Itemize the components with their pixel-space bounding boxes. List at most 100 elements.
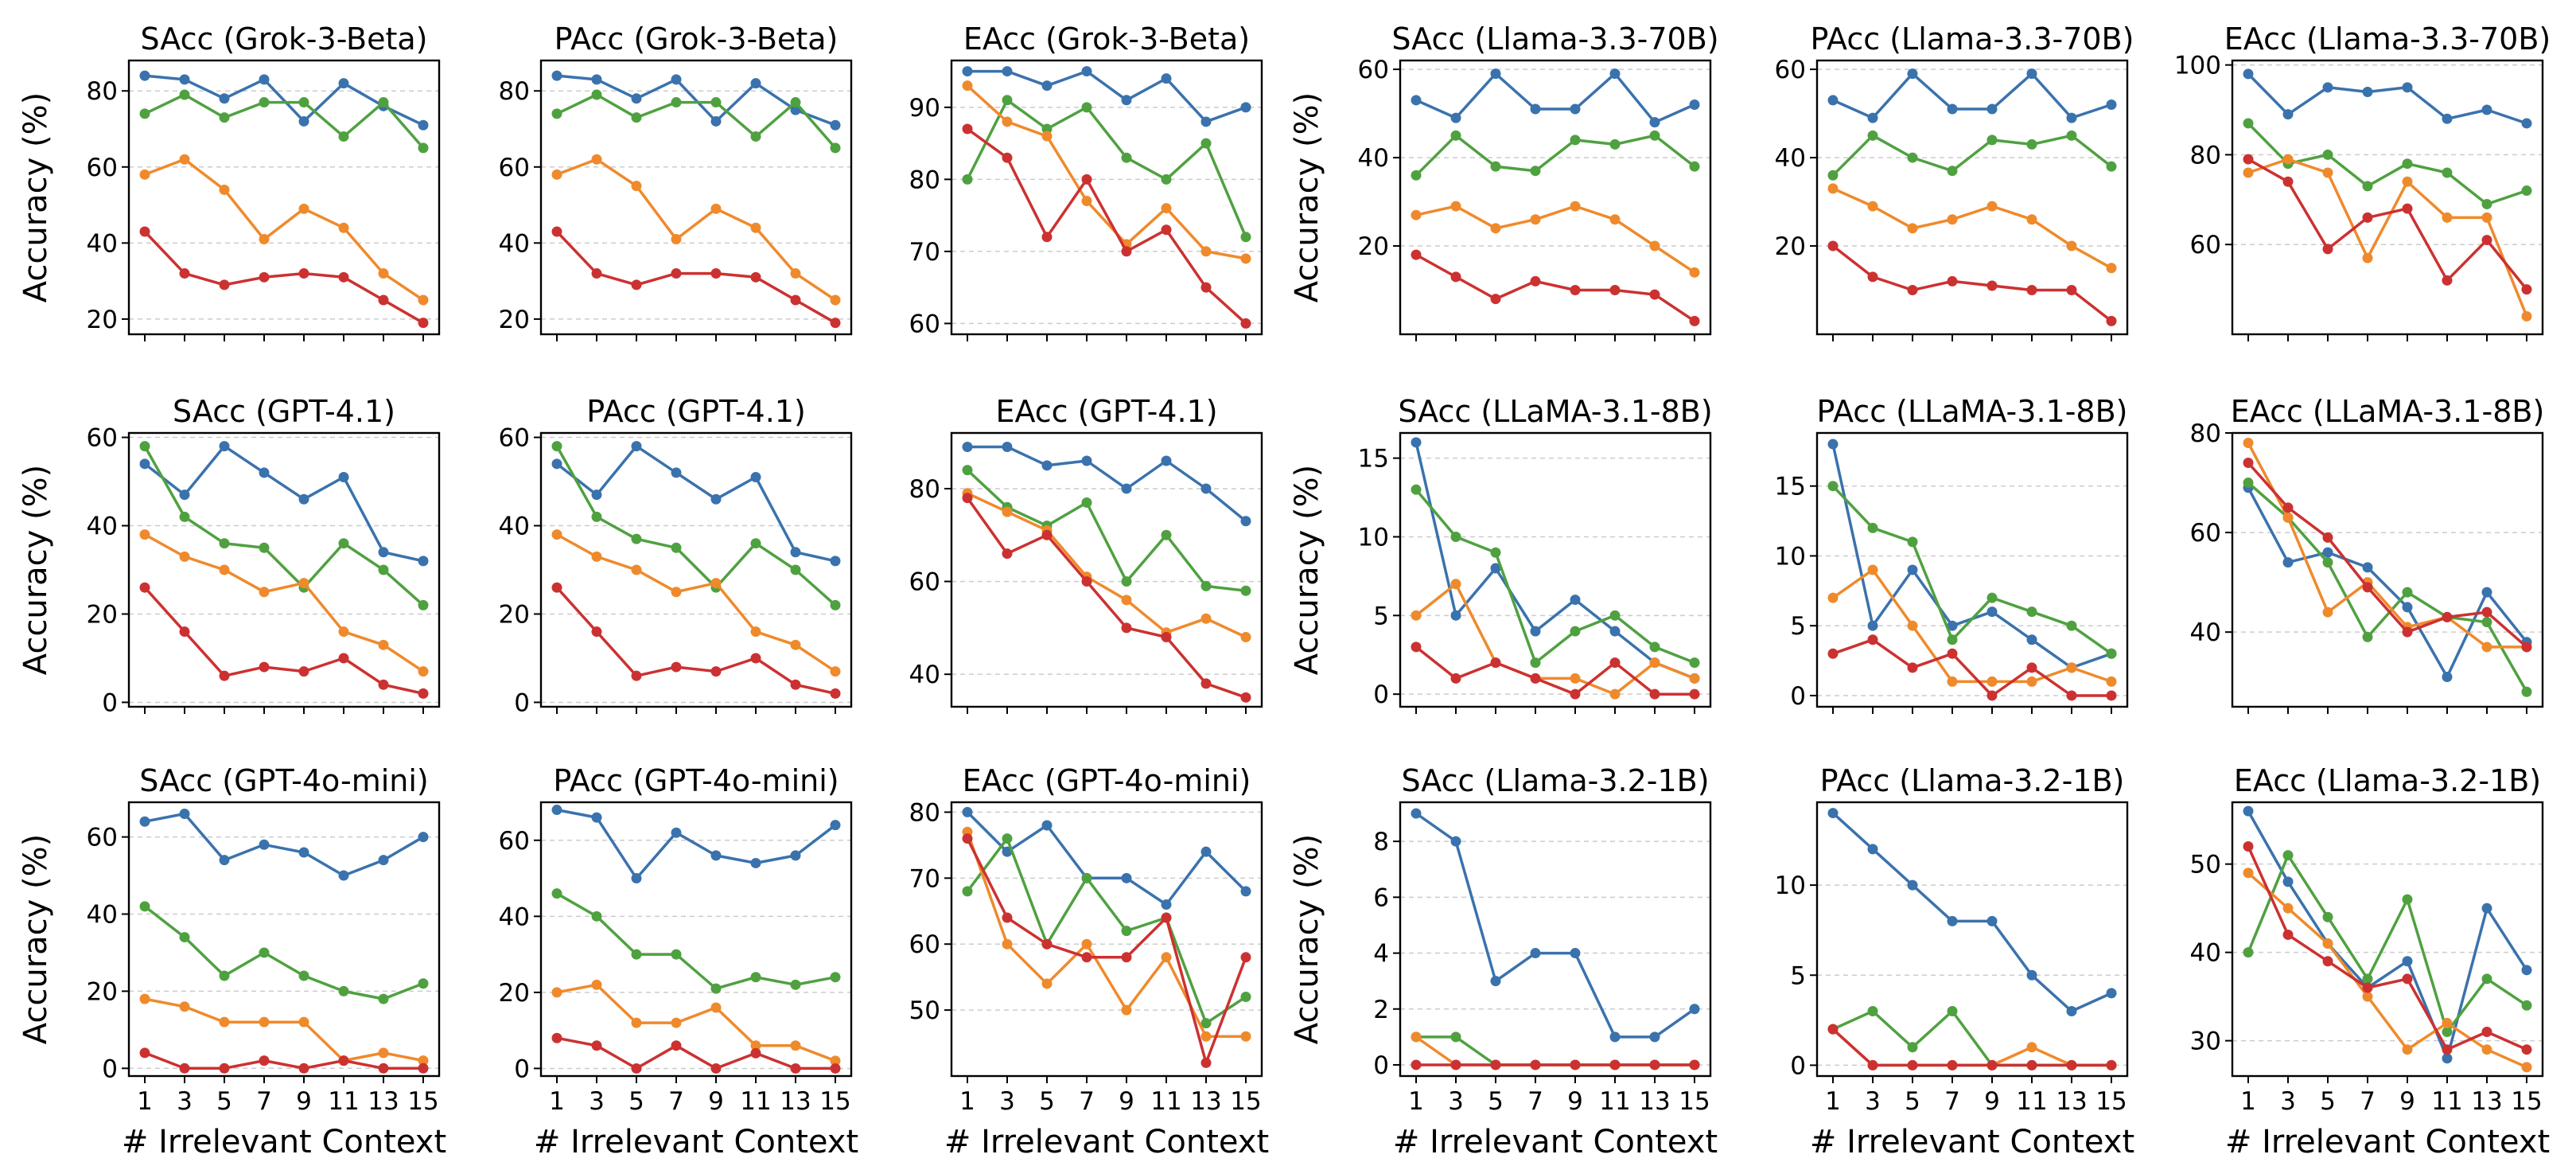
data-point: [790, 850, 801, 861]
data-point: [179, 809, 190, 820]
data-point: [2282, 154, 2294, 165]
axes-frame: [950, 801, 1263, 1078]
data-point: [2026, 138, 2037, 150]
x-tick-label: 15: [2511, 1087, 2542, 1116]
y-tick-label: 80: [2190, 141, 2221, 170]
series-line-orange: [2247, 442, 2527, 649]
series-line-blue: [1414, 442, 1695, 680]
data-point: [1947, 620, 1958, 631]
data-point: [139, 901, 150, 912]
series-line-blue: [555, 444, 836, 563]
data-point: [710, 203, 722, 214]
data-point: [671, 268, 682, 279]
data-point: [1450, 673, 1461, 684]
data-point: [1121, 872, 1132, 883]
axes-frame: [1815, 59, 2129, 336]
data-point: [1002, 95, 1013, 106]
data-point: [378, 268, 389, 279]
series-line-orange: [144, 997, 424, 1063]
data-point: [1411, 1059, 1422, 1070]
x-tick-label: 9: [1984, 1087, 2000, 1116]
data-point: [1609, 1059, 1621, 1070]
data-point: [2481, 1044, 2492, 1055]
data-point: [338, 653, 349, 664]
data-point: [378, 639, 389, 650]
data-point: [2243, 458, 2254, 469]
data-point: [1041, 529, 1053, 540]
data-point: [1490, 223, 1501, 234]
data-point: [1081, 938, 1092, 949]
series-line-green: [966, 469, 1247, 592]
data-point: [1570, 285, 1581, 296]
data-point: [1530, 275, 1541, 287]
data-point: [962, 806, 973, 817]
data-point: [2362, 252, 2373, 263]
data-point: [1041, 123, 1053, 135]
data-point: [2322, 606, 2333, 618]
series-line-green: [143, 445, 425, 606]
data-point: [1200, 1057, 1212, 1068]
x-tick-label: 13: [1190, 1087, 1221, 1116]
series-line-orange: [556, 983, 836, 1063]
series-line-blue: [144, 74, 424, 127]
data-point: [1986, 103, 1998, 115]
y-axis-label: Accuracy (%): [1289, 465, 1325, 676]
data-point: [2243, 840, 2254, 852]
data-point: [1570, 103, 1581, 115]
x-tick-label: 15: [819, 1087, 850, 1116]
data-point: [298, 666, 309, 677]
y-tick-label: 70: [909, 238, 940, 267]
subplot-12: 40 60 80 EAcc (LLaMA-3.1-8B): [2190, 394, 2544, 714]
subplot-title: EAcc (Llama-3.2-1B): [2234, 763, 2541, 798]
data-point: [2066, 285, 2077, 296]
x-axis-label: # Irrelevant Context: [1810, 1124, 2134, 1160]
series-line-blue: [556, 74, 836, 127]
y-tick-label: 40: [499, 903, 530, 931]
data-point: [551, 1032, 562, 1043]
data-point: [1570, 688, 1581, 700]
axes-frame: [2231, 801, 2544, 1078]
data-point: [1411, 95, 1422, 106]
data-point: [2026, 1059, 2037, 1070]
data-point: [2243, 438, 2254, 449]
data-point: [2066, 620, 2077, 631]
subplot-title: SAcc (Llama-3.3-70B): [1391, 21, 1718, 57]
data-point: [1986, 1059, 1998, 1070]
subplot-title: PAcc (LLaMA-3.1-8B): [1816, 394, 2127, 429]
data-point: [830, 142, 841, 154]
y-tick-label: 5: [1790, 612, 1806, 641]
data-point: [378, 97, 389, 108]
data-point: [1827, 592, 1839, 603]
data-point: [2442, 113, 2453, 124]
y-tick-label: 40: [2190, 618, 2221, 647]
y-tick-label: 100: [2174, 52, 2221, 80]
x-tick-label: 1: [549, 1087, 565, 1116]
subplot-title: EAcc (GPT-4o-mini): [963, 763, 1251, 798]
data-point: [1867, 130, 1878, 141]
series-line-blue: [967, 69, 1247, 123]
data-point: [750, 78, 761, 89]
data-point: [1450, 201, 1461, 212]
data-point: [830, 318, 841, 329]
series-line-red: [144, 1051, 423, 1070]
y-tick-label: 0: [1373, 1051, 1389, 1080]
x-tick-label: 3: [1865, 1087, 1881, 1116]
x-axis-label: # Irrelevant Context: [944, 1124, 1269, 1160]
x-tick-label: 15: [2095, 1087, 2127, 1116]
data-point: [1570, 626, 1581, 637]
data-point: [1240, 318, 1251, 329]
series-line-green: [1414, 134, 1696, 177]
x-tick-label: 5: [1905, 1087, 1920, 1116]
data-point: [1570, 135, 1581, 146]
data-point: [1649, 117, 1660, 128]
data-point: [671, 827, 682, 838]
data-point: [1490, 657, 1501, 669]
y-tick-label: 0: [514, 1055, 530, 1083]
data-point: [790, 268, 801, 279]
data-point: [338, 471, 349, 482]
data-point: [710, 666, 722, 677]
data-point: [962, 465, 973, 476]
data-point: [1649, 240, 1660, 252]
data-point: [790, 97, 801, 108]
data-point: [219, 564, 230, 575]
